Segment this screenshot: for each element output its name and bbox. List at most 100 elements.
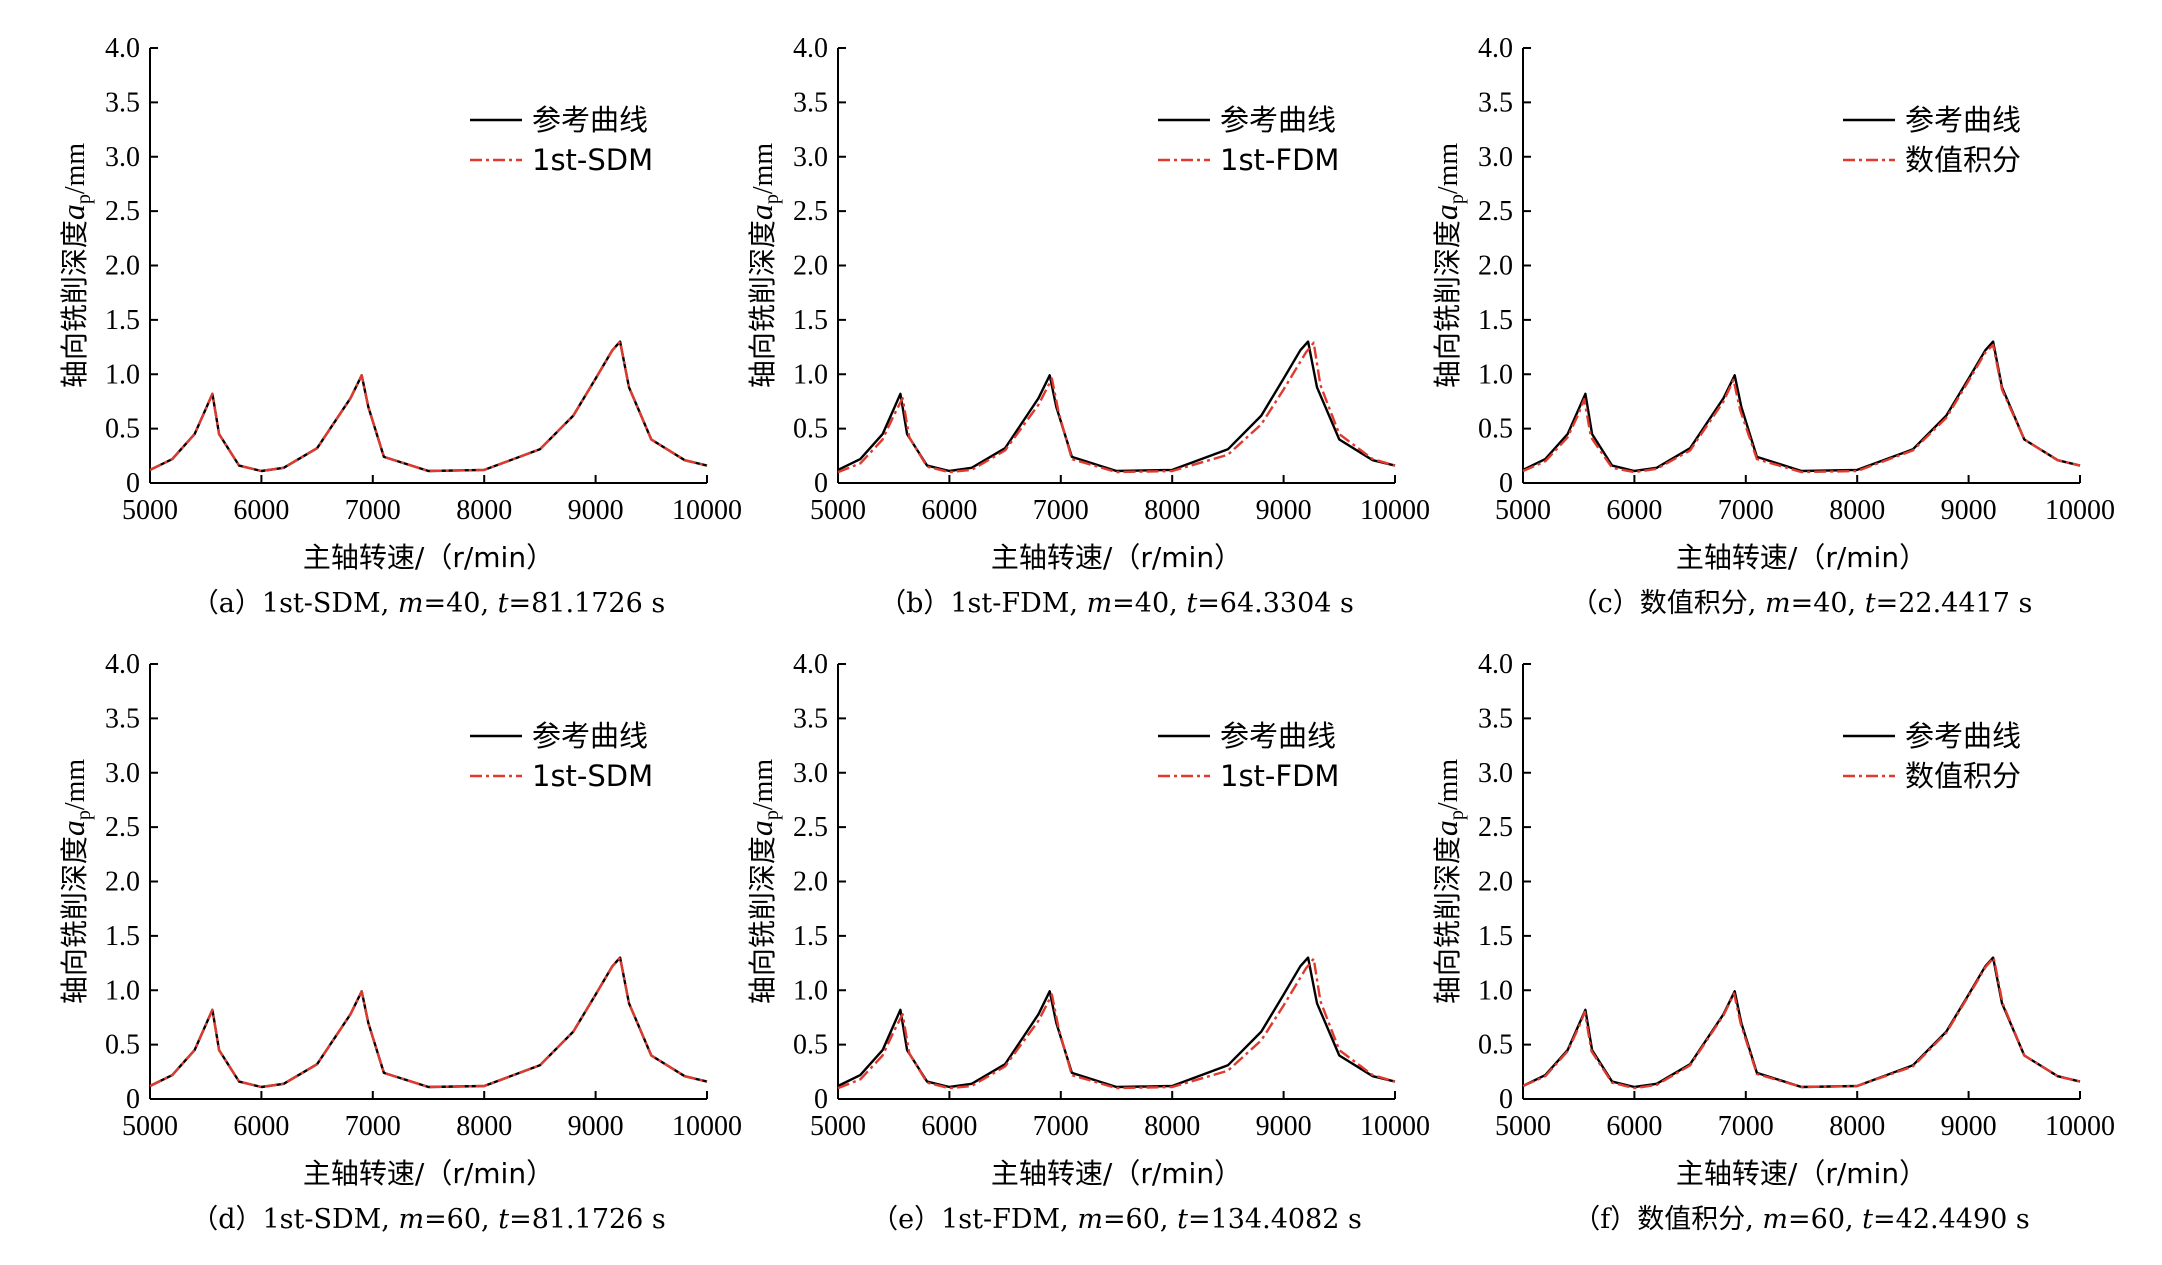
y-tick-label: 2.0 xyxy=(105,251,140,282)
y-tick-label: 1.5 xyxy=(105,921,140,952)
x-tick-label: 9000 xyxy=(1941,495,1997,526)
y-axis-title: 轴向铣削深度ap/mm xyxy=(55,759,95,1005)
panel-caption: （f）数值积分, m=60, t=42.4490 s xyxy=(1573,1204,2030,1235)
caption-m-val: =40, xyxy=(423,588,497,619)
x-tick-label: 5000 xyxy=(810,495,866,526)
x-tick-label: 5000 xyxy=(1495,495,1551,526)
x-tick-label: 6000 xyxy=(233,495,289,526)
y-tick-label: 3.0 xyxy=(1478,142,1513,173)
y-axis-title-unit: /mm xyxy=(60,759,91,811)
legend-label: 参考曲线 xyxy=(532,103,648,137)
chart-panel-4: 0 0.5 1.0 1.5 2.0 2.5 3.0 3.5 4.0 5000 6000 7000 800… xyxy=(55,649,742,1235)
series-line-method xyxy=(837,341,1396,474)
y-tick-label: 1.0 xyxy=(1478,975,1513,1006)
legend-label: 1st-FDM xyxy=(1220,143,1339,177)
y-tick-label: 0.5 xyxy=(1478,414,1513,445)
series-line-reference xyxy=(149,956,708,1089)
y-tick-label: 2.5 xyxy=(105,812,140,843)
y-tick-label: 1.0 xyxy=(793,359,828,390)
x-tick-label: 6000 xyxy=(921,1111,977,1142)
legend-label: 数值积分 xyxy=(1905,143,2021,177)
x-tick-label: 8000 xyxy=(456,1111,512,1142)
series-line-method xyxy=(149,340,708,473)
legend-label: 参考曲线 xyxy=(1905,719,2021,753)
y-tick-label: 0 xyxy=(814,468,828,499)
y-axis-title-subscript: p xyxy=(73,194,95,204)
x-axis-title: 主轴转速/（r/min） xyxy=(303,541,554,574)
caption-m-var: m xyxy=(398,1204,424,1235)
chart-panel-5: 0 0.5 1.0 1.5 2.0 2.5 3.0 3.5 4.0 5000 6000 7000 800… xyxy=(743,649,1430,1235)
x-tick-label: 9000 xyxy=(1256,495,1312,526)
panel-caption: （a）1st-SDM, m=40, t=81.1726 s xyxy=(192,588,665,619)
series-line-method xyxy=(837,957,1396,1090)
y-tick-label: 3.5 xyxy=(1478,87,1513,118)
x-axis-title: 主轴转速/（r/min） xyxy=(991,1157,1242,1190)
caption-m-val: =40, xyxy=(1112,588,1186,619)
caption-m-var: m xyxy=(1087,588,1113,619)
caption-t-var: t xyxy=(498,588,509,619)
y-axis-title-text: 轴向铣削深度 xyxy=(1431,220,1464,388)
y-axis-title: 轴向铣削深度ap/mm xyxy=(743,143,783,389)
y-tick-label: 1.5 xyxy=(1478,921,1513,952)
y-axis-title-text: 轴向铣削深度 xyxy=(746,836,779,1004)
y-axis-title-symbol: a xyxy=(55,204,91,220)
y-tick-label: 0.5 xyxy=(793,414,828,445)
caption-m-var: m xyxy=(398,588,424,619)
y-tick-label: 1.5 xyxy=(793,305,828,336)
x-tick-label: 7000 xyxy=(1033,495,1089,526)
x-axis-title: 主轴转速/（r/min） xyxy=(303,1157,554,1190)
y-tick-label: 4.0 xyxy=(793,649,828,680)
caption-m-val: =60, xyxy=(1103,1204,1177,1235)
y-tick-label: 4.0 xyxy=(1478,649,1513,680)
x-tick-label: 9000 xyxy=(568,495,624,526)
y-tick-label: 0 xyxy=(1499,1084,1513,1115)
x-tick-label: 6000 xyxy=(1606,495,1662,526)
y-tick-label: 1.0 xyxy=(105,359,140,390)
y-tick-label: 2.0 xyxy=(105,867,140,898)
y-tick-label: 3.0 xyxy=(793,758,828,789)
caption-m-var: m xyxy=(1762,1204,1788,1235)
x-tick-label: 10000 xyxy=(2045,1111,2115,1142)
y-tick-label: 4.0 xyxy=(1478,33,1513,64)
y-tick-label: 1.0 xyxy=(793,975,828,1006)
x-tick-label: 9000 xyxy=(1941,1111,1997,1142)
y-tick-label: 2.5 xyxy=(793,812,828,843)
x-tick-label: 5000 xyxy=(810,1111,866,1142)
legend-label: 数值积分 xyxy=(1905,759,2021,793)
y-tick-label: 0 xyxy=(126,468,140,499)
y-tick-label: 1.0 xyxy=(1478,359,1513,390)
caption-m-val: =60, xyxy=(424,1204,498,1235)
y-axis-title-subscript: p xyxy=(761,194,783,204)
panel-caption: （e）1st-FDM, m=60, t=134.4082 s xyxy=(871,1204,1362,1235)
caption-t-val: =134.4082 s xyxy=(1188,1204,1362,1235)
y-tick-label: 4.0 xyxy=(105,33,140,64)
panel-caption: （d）1st-SDM, m=60, t=81.1726 s xyxy=(191,1204,666,1235)
y-tick-label: 0 xyxy=(814,1084,828,1115)
caption-m-val: =40, xyxy=(1791,588,1865,619)
x-tick-label: 5000 xyxy=(122,1111,178,1142)
legend-label: 参考曲线 xyxy=(532,719,648,753)
x-tick-label: 7000 xyxy=(345,495,401,526)
legend-label: 1st-FDM xyxy=(1220,759,1339,793)
y-tick-label: 1.5 xyxy=(793,921,828,952)
y-tick-label: 1.0 xyxy=(105,975,140,1006)
caption-t-val: =64.3304 s xyxy=(1197,588,1354,619)
caption-t-val: =81.1726 s xyxy=(509,1204,666,1235)
y-tick-label: 3.5 xyxy=(1478,703,1513,734)
caption-t-var: t xyxy=(1865,588,1876,619)
x-tick-label: 5000 xyxy=(1495,1111,1551,1142)
y-axis-title-unit: /mm xyxy=(748,143,779,195)
y-tick-label: 0.5 xyxy=(105,1030,140,1061)
y-axis-title-symbol: a xyxy=(743,204,779,220)
series-line-reference xyxy=(149,340,708,473)
y-tick-label: 4.0 xyxy=(105,649,140,680)
caption-t-var: t xyxy=(1186,588,1197,619)
y-tick-label: 2.0 xyxy=(1478,867,1513,898)
series-line-method xyxy=(1522,343,2081,474)
y-tick-label: 2.0 xyxy=(793,867,828,898)
y-tick-label: 2.5 xyxy=(1478,812,1513,843)
y-axis-title-text: 轴向铣削深度 xyxy=(746,220,779,388)
chart-panel-3: 0 0.5 1.0 1.5 2.0 2.5 3.0 3.5 4.0 5000 6000 7000 800… xyxy=(1428,33,2115,619)
